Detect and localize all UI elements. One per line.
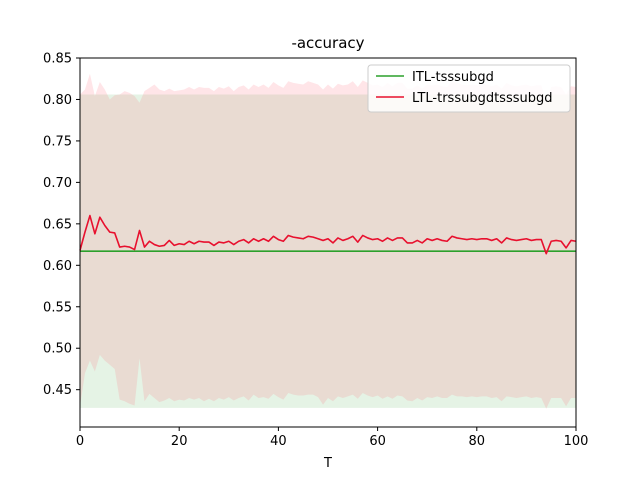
x-axis-label: T <box>323 456 332 471</box>
x-tick-label: 20 <box>171 434 188 449</box>
chart-title: -accuracy <box>291 34 364 52</box>
x-axis-ticks: 0 20 40 60 80 100 <box>76 427 589 449</box>
series-line-ltl <box>79 214 577 255</box>
legend-label-ltl: LTL-trssubgdtsssubgd <box>412 91 553 106</box>
y-tick-label: 0.65 <box>43 217 72 232</box>
plot-frame <box>79 57 577 428</box>
x-tick-label: 80 <box>469 434 486 449</box>
y-tick-label: 0.85 <box>43 52 72 67</box>
legend-label-itl: ITL-tsssubgd <box>412 70 494 85</box>
legend-box <box>367 64 571 113</box>
y-tick-label: 0.70 <box>43 176 72 191</box>
x-tick-label: 60 <box>369 434 386 449</box>
y-tick-label: 0.50 <box>43 342 72 357</box>
y-tick-label: 0.45 <box>43 383 72 398</box>
x-tick-label: 40 <box>270 434 287 449</box>
series-lines <box>79 214 577 255</box>
y-tick-label: 0.55 <box>43 300 72 315</box>
y-tick-label: 0.60 <box>43 259 72 274</box>
y-tick-label: 0.80 <box>43 93 72 108</box>
x-tick-label: 0 <box>76 434 84 449</box>
confidence-bands <box>80 73 576 409</box>
y-axis-ticks: 0.45 0.50 0.55 0.60 0.65 0.70 0.75 0.80 0.85 <box>43 52 80 398</box>
y-tick-label: 0.75 <box>43 134 72 149</box>
x-tick-label: 100 <box>564 434 589 449</box>
band-ltl <box>80 73 576 409</box>
legend: ITL-tsssubgd LTL-trssubgdtsssubgd <box>367 64 571 113</box>
